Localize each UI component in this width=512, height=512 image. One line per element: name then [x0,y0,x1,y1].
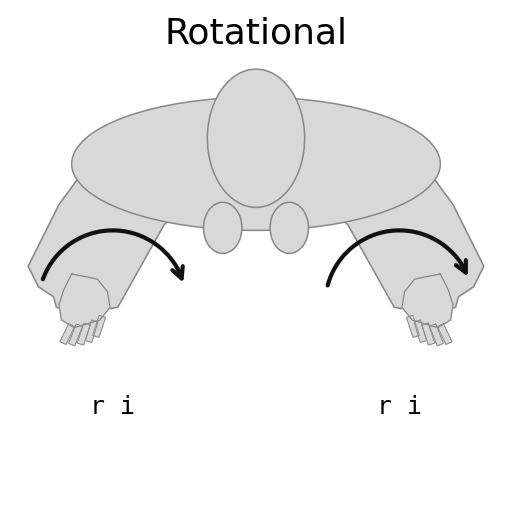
Polygon shape [437,324,452,345]
Polygon shape [407,315,419,337]
Polygon shape [86,320,98,343]
Ellipse shape [270,202,308,253]
Polygon shape [60,324,75,345]
Ellipse shape [207,69,305,207]
Polygon shape [414,320,426,343]
Text: Rotational: Rotational [164,16,348,50]
Polygon shape [422,323,435,345]
Text: r i: r i [377,395,422,419]
Polygon shape [69,324,82,346]
Polygon shape [402,274,453,328]
Polygon shape [328,172,484,315]
Polygon shape [59,274,110,328]
Text: r i: r i [90,395,135,419]
Polygon shape [93,315,105,337]
Polygon shape [77,323,90,345]
Polygon shape [430,324,443,346]
Ellipse shape [203,202,242,253]
Polygon shape [28,172,184,315]
Ellipse shape [72,97,440,230]
